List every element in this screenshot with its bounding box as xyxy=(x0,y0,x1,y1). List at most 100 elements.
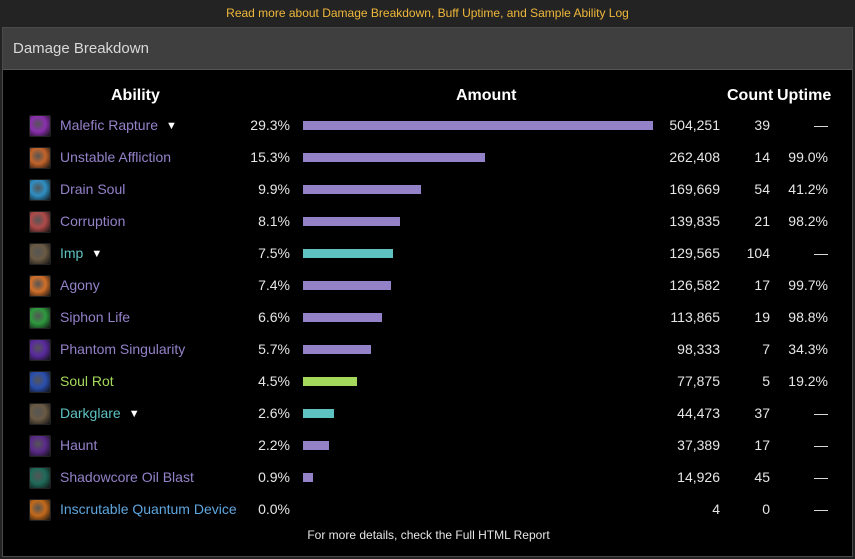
ability-name[interactable]: Haunt xyxy=(60,437,97,453)
ability-row: Unstable Affliction 15.3% 262,408 14 99.0% xyxy=(3,142,854,174)
hit-count: 39 xyxy=(754,117,770,133)
drain-soul-icon xyxy=(29,179,51,201)
uptime-value: — xyxy=(814,405,828,421)
uptime-value: — xyxy=(814,117,828,133)
expand-toggle-icon[interactable]: ▼ xyxy=(166,120,177,132)
damage-bar xyxy=(303,249,393,258)
damage-amount: 504,251 xyxy=(669,117,720,133)
hit-count: 54 xyxy=(754,181,770,197)
haunt-icon xyxy=(29,435,51,457)
uptime-column-header[interactable]: Uptime xyxy=(777,87,832,104)
damage-amount: 129,565 xyxy=(669,245,720,261)
ability-name[interactable]: Phantom Singularity xyxy=(60,341,185,357)
ability-row: Agony 7.4% 126,582 17 99.7% xyxy=(3,270,854,302)
hit-count: 7 xyxy=(762,341,770,357)
uptime-value: 99.0% xyxy=(788,149,828,165)
damage-amount: 77,875 xyxy=(677,373,720,389)
damage-percent: 2.2% xyxy=(258,437,290,453)
uptime-value: — xyxy=(814,437,828,453)
ability-name-text: Soul Rot xyxy=(60,373,114,389)
ability-name-text: Phantom Singularity xyxy=(60,341,186,357)
damage-percent: 0.9% xyxy=(258,469,290,485)
damage-bar xyxy=(303,473,313,482)
ability-name-text: Unstable Affliction xyxy=(60,149,172,165)
damage-percent: 2.6% xyxy=(258,405,290,421)
ability-row: Darkglare ▼ 2.6% 44,473 37 — xyxy=(3,398,854,430)
unstable-affliction-icon xyxy=(29,147,51,169)
ability-name[interactable]: Drain Soul xyxy=(60,181,125,197)
ability-row: Corruption 8.1% 139,835 21 98.2% xyxy=(3,206,854,238)
ability-row: Shadowcore Oil Blast 0.9% 14,926 45 — xyxy=(3,462,854,494)
hit-count: 17 xyxy=(754,277,770,293)
count-column-header[interactable]: Count xyxy=(727,87,774,104)
ability-name[interactable]: Siphon Life xyxy=(60,309,130,325)
damage-bar xyxy=(303,313,382,322)
ability-row: Phantom Singularity 5.7% 98,333 7 34.3% xyxy=(3,334,854,366)
ability-row: Imp ▼ 7.5% 129,565 104 — xyxy=(3,238,854,270)
ability-name-text: Haunt xyxy=(60,437,98,453)
ability-name[interactable]: Corruption xyxy=(60,213,125,229)
damage-percent: 15.3% xyxy=(250,149,290,165)
uptime-value: 99.7% xyxy=(788,277,828,293)
ability-name-text: Siphon Life xyxy=(60,309,131,325)
uptime-value: — xyxy=(814,245,828,261)
ability-name-text: Shadowcore Oil Blast xyxy=(60,469,194,485)
ability-row: Soul Rot 4.5% 77,875 5 19.2% xyxy=(3,366,854,398)
uptime-value: — xyxy=(814,469,828,485)
ability-name-text: Drain Soul xyxy=(60,181,126,197)
uptime-value: 98.8% xyxy=(788,309,828,325)
ability-row: Drain Soul 9.9% 169,669 54 41.2% xyxy=(3,174,854,206)
ability-name-text: Corruption xyxy=(60,213,126,229)
ability-name-text: Malefic Rapture xyxy=(60,117,159,133)
siphon-life-icon xyxy=(29,307,51,329)
hit-count: 5 xyxy=(762,373,770,389)
ability-name[interactable]: Imp ▼ xyxy=(60,245,102,261)
damage-percent: 0.0% xyxy=(258,501,290,517)
damage-percent: 7.4% xyxy=(258,277,290,293)
damage-amount: 113,865 xyxy=(670,309,720,325)
damage-percent: 29.3% xyxy=(250,117,290,133)
ability-name[interactable]: Soul Rot xyxy=(60,373,114,389)
ability-row: Siphon Life 6.6% 113,865 19 98.8% xyxy=(3,302,854,334)
shadowcore-oil-icon xyxy=(29,467,51,489)
damage-amount: 44,473 xyxy=(677,405,720,421)
ability-name[interactable]: Inscrutable Quantum Device xyxy=(60,501,237,517)
damage-bar xyxy=(303,409,334,418)
uptime-value: — xyxy=(814,501,828,517)
damage-amount: 37,389 xyxy=(677,437,720,453)
uptime-value: 98.2% xyxy=(788,213,828,229)
footer-note: For more details, check the Full HTML Re… xyxy=(307,528,550,542)
hit-count: 14 xyxy=(754,149,770,165)
ability-row: Haunt 2.2% 37,389 17 — xyxy=(3,430,854,462)
damage-bar xyxy=(303,185,421,194)
amount-column-header[interactable]: Amount xyxy=(456,87,517,104)
damage-bar xyxy=(303,441,329,450)
ability-name[interactable]: Malefic Rapture ▼ xyxy=(60,117,177,133)
hit-count: 37 xyxy=(754,405,770,421)
ability-name[interactable]: Shadowcore Oil Blast xyxy=(60,469,194,485)
panel-title: Damage Breakdown xyxy=(13,40,149,57)
uptime-value: 34.3% xyxy=(788,341,828,357)
ability-name-text: Darkglare xyxy=(60,405,121,421)
soul-rot-icon xyxy=(29,371,51,393)
expand-toggle-icon[interactable]: ▼ xyxy=(91,248,103,260)
damage-percent: 7.5% xyxy=(258,245,290,261)
damage-percent: 8.1% xyxy=(258,213,290,229)
ability-name[interactable]: Unstable Affliction xyxy=(60,149,171,165)
damage-amount: 4 xyxy=(712,501,720,517)
ability-name[interactable]: Agony xyxy=(60,277,100,293)
agony-icon xyxy=(29,275,51,297)
ability-column-header[interactable]: Ability xyxy=(111,87,160,104)
damage-bar xyxy=(303,281,391,290)
hit-count: 104 xyxy=(746,245,770,261)
damage-amount: 169,669 xyxy=(669,181,720,197)
damage-amount: 14,926 xyxy=(677,469,720,485)
imp-icon xyxy=(29,243,51,265)
ability-name[interactable]: Darkglare ▼ xyxy=(60,405,140,421)
damage-percent: 5.7% xyxy=(258,341,290,357)
top-info-link[interactable]: Read more about Damage Breakdown, Buff U… xyxy=(226,6,629,20)
damage-amount: 139,835 xyxy=(669,213,720,229)
ability-row: Inscrutable Quantum Device 0.0% 4 0 — xyxy=(3,494,854,526)
phantom-singularity-icon xyxy=(29,339,51,361)
expand-toggle-icon[interactable]: ▼ xyxy=(128,408,140,420)
